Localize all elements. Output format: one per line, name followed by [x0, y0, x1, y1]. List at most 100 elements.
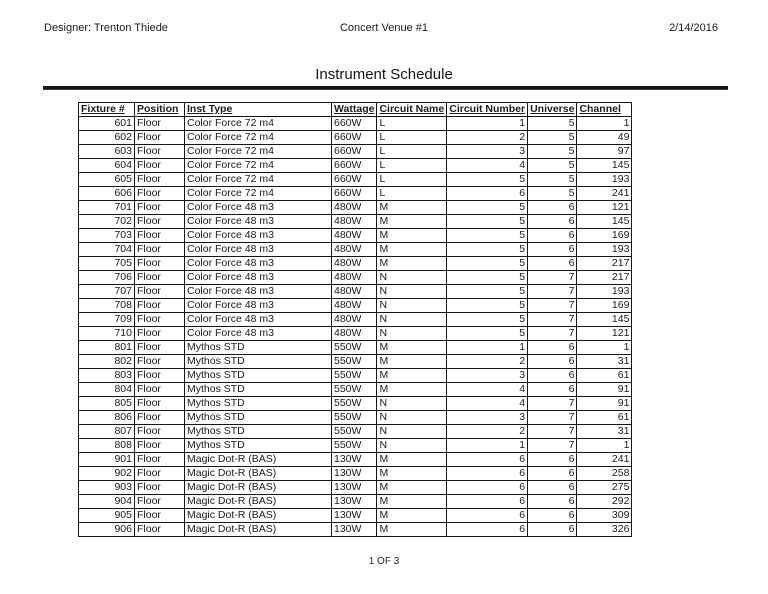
cell-inst-type: Magic Dot-R (BAS) — [184, 522, 332, 537]
cell-fixture-number: 906 — [78, 522, 135, 537]
table-row: 704 Floor Color Force 48 m3 480W M 5 6 193 — [78, 242, 633, 257]
cell-fixture-number: 606 — [78, 186, 135, 201]
cell-position: Floor — [134, 508, 185, 523]
cell-circuit-name: M — [376, 256, 448, 271]
table-row: 605 Floor Color Force 72 m4 660W L 5 5 193 — [78, 172, 633, 187]
cell-circuit-number: 6 — [446, 452, 529, 467]
table-body: 601 Floor Color Force 72 m4 660W L 1 5 1 602 Floo… — [78, 116, 633, 537]
cell-position: Floor — [134, 298, 185, 313]
cell-fixture-number: 708 — [78, 298, 135, 313]
cell-circuit-number: 6 — [446, 522, 529, 537]
cell-universe: 7 — [527, 410, 578, 425]
cell-wattage: 480W — [330, 214, 378, 229]
cell-circuit-name: M — [376, 480, 448, 495]
cell-wattage: 550W — [330, 368, 378, 383]
cell-position: Floor — [134, 466, 185, 481]
designer-label: Designer: Trenton Thiede — [44, 22, 168, 34]
cell-universe: 6 — [527, 340, 578, 355]
cell-fixture-number: 901 — [78, 452, 135, 467]
cell-channel: 97 — [576, 144, 633, 159]
cell-inst-type: Color Force 48 m3 — [184, 214, 332, 229]
cell-circuit-number: 5 — [446, 172, 529, 187]
cell-circuit-name: N — [376, 298, 448, 313]
cell-fixture-number: 806 — [78, 410, 135, 425]
cell-channel: 91 — [576, 382, 633, 397]
cell-fixture-number: 701 — [78, 200, 135, 215]
cell-circuit-name: M — [376, 340, 448, 355]
cell-universe: 5 — [527, 144, 578, 159]
cell-fixture-number: 703 — [78, 228, 135, 243]
table-row: 707 Floor Color Force 48 m3 480W N 5 7 193 — [78, 284, 633, 299]
cell-position: Floor — [134, 200, 185, 215]
cell-fixture-number: 602 — [78, 130, 135, 145]
cell-channel: 169 — [576, 298, 633, 313]
cell-circuit-name: N — [376, 326, 448, 341]
cell-position: Floor — [134, 480, 185, 495]
table-row: 701 Floor Color Force 48 m3 480W M 5 6 121 — [78, 200, 633, 215]
table-row: 902 Floor Magic Dot-R (BAS) 130W M 6 6 258 — [78, 466, 633, 481]
cell-wattage: 130W — [330, 480, 378, 495]
cell-position: Floor — [134, 354, 185, 369]
cell-position: Floor — [134, 158, 185, 173]
cell-inst-type: Mythos STD — [184, 368, 332, 383]
cell-wattage: 130W — [330, 494, 378, 509]
cell-wattage: 660W — [330, 144, 378, 159]
cell-channel: 241 — [576, 452, 633, 467]
cell-wattage: 660W — [330, 130, 378, 145]
cell-fixture-number: 706 — [78, 270, 135, 285]
cell-universe: 7 — [527, 396, 578, 411]
cell-universe: 7 — [527, 312, 578, 327]
cell-position: Floor — [134, 452, 185, 467]
cell-fixture-number: 601 — [78, 116, 135, 131]
cell-position: Floor — [134, 116, 185, 131]
cell-wattage: 480W — [330, 270, 378, 285]
cell-fixture-number: 808 — [78, 438, 135, 453]
cell-wattage: 660W — [330, 172, 378, 187]
cell-wattage: 480W — [330, 284, 378, 299]
cell-channel: 1 — [576, 340, 633, 355]
cell-wattage: 550W — [330, 424, 378, 439]
table-row: 702 Floor Color Force 48 m3 480W M 5 6 145 — [78, 214, 633, 229]
cell-circuit-number: 2 — [446, 354, 529, 369]
cell-inst-type: Magic Dot-R (BAS) — [184, 480, 332, 495]
cell-position: Floor — [134, 368, 185, 383]
cell-universe: 6 — [527, 480, 578, 495]
cell-circuit-name: M — [376, 368, 448, 383]
cell-channel: 193 — [576, 172, 633, 187]
cell-wattage: 480W — [330, 298, 378, 313]
cell-position: Floor — [134, 284, 185, 299]
cell-universe: 5 — [527, 158, 578, 173]
cell-channel: 309 — [576, 508, 633, 523]
cell-circuit-number: 6 — [446, 186, 529, 201]
cell-circuit-number: 1 — [446, 116, 529, 131]
table-row: 905 Floor Magic Dot-R (BAS) 130W M 6 6 309 — [78, 508, 633, 523]
cell-fixture-number: 904 — [78, 494, 135, 509]
table-row: 708 Floor Color Force 48 m3 480W N 5 7 169 — [78, 298, 633, 313]
cell-position: Floor — [134, 256, 185, 271]
cell-channel: 121 — [576, 326, 633, 341]
table-row: 904 Floor Magic Dot-R (BAS) 130W M 6 6 292 — [78, 494, 633, 509]
cell-fixture-number: 709 — [78, 312, 135, 327]
cell-universe: 7 — [527, 424, 578, 439]
cell-inst-type: Mythos STD — [184, 396, 332, 411]
cell-wattage: 550W — [330, 354, 378, 369]
cell-wattage: 660W — [330, 158, 378, 173]
cell-inst-type: Color Force 48 m3 — [184, 256, 332, 271]
table-header-row: Fixture # Position Inst Type Wattage Cir… — [78, 102, 633, 117]
cell-fixture-number: 705 — [78, 256, 135, 271]
cell-wattage: 660W — [330, 186, 378, 201]
cell-inst-type: Color Force 48 m3 — [184, 312, 332, 327]
cell-channel: 326 — [576, 522, 633, 537]
cell-circuit-number: 1 — [446, 438, 529, 453]
column-header-inst-type: Inst Type — [184, 102, 332, 117]
instrument-schedule-table: Fixture # Position Inst Type Wattage Cir… — [78, 102, 633, 537]
cell-channel: 145 — [576, 214, 633, 229]
table-row: 805 Floor Mythos STD 550W N 4 7 91 — [78, 396, 633, 411]
cell-channel: 1 — [576, 116, 633, 131]
cell-fixture-number: 704 — [78, 242, 135, 257]
cell-circuit-name: M — [376, 242, 448, 257]
cell-universe: 6 — [527, 214, 578, 229]
running-header: Designer: Trenton Thiede Concert Venue #… — [0, 21, 768, 35]
cell-circuit-name: L — [376, 116, 448, 131]
